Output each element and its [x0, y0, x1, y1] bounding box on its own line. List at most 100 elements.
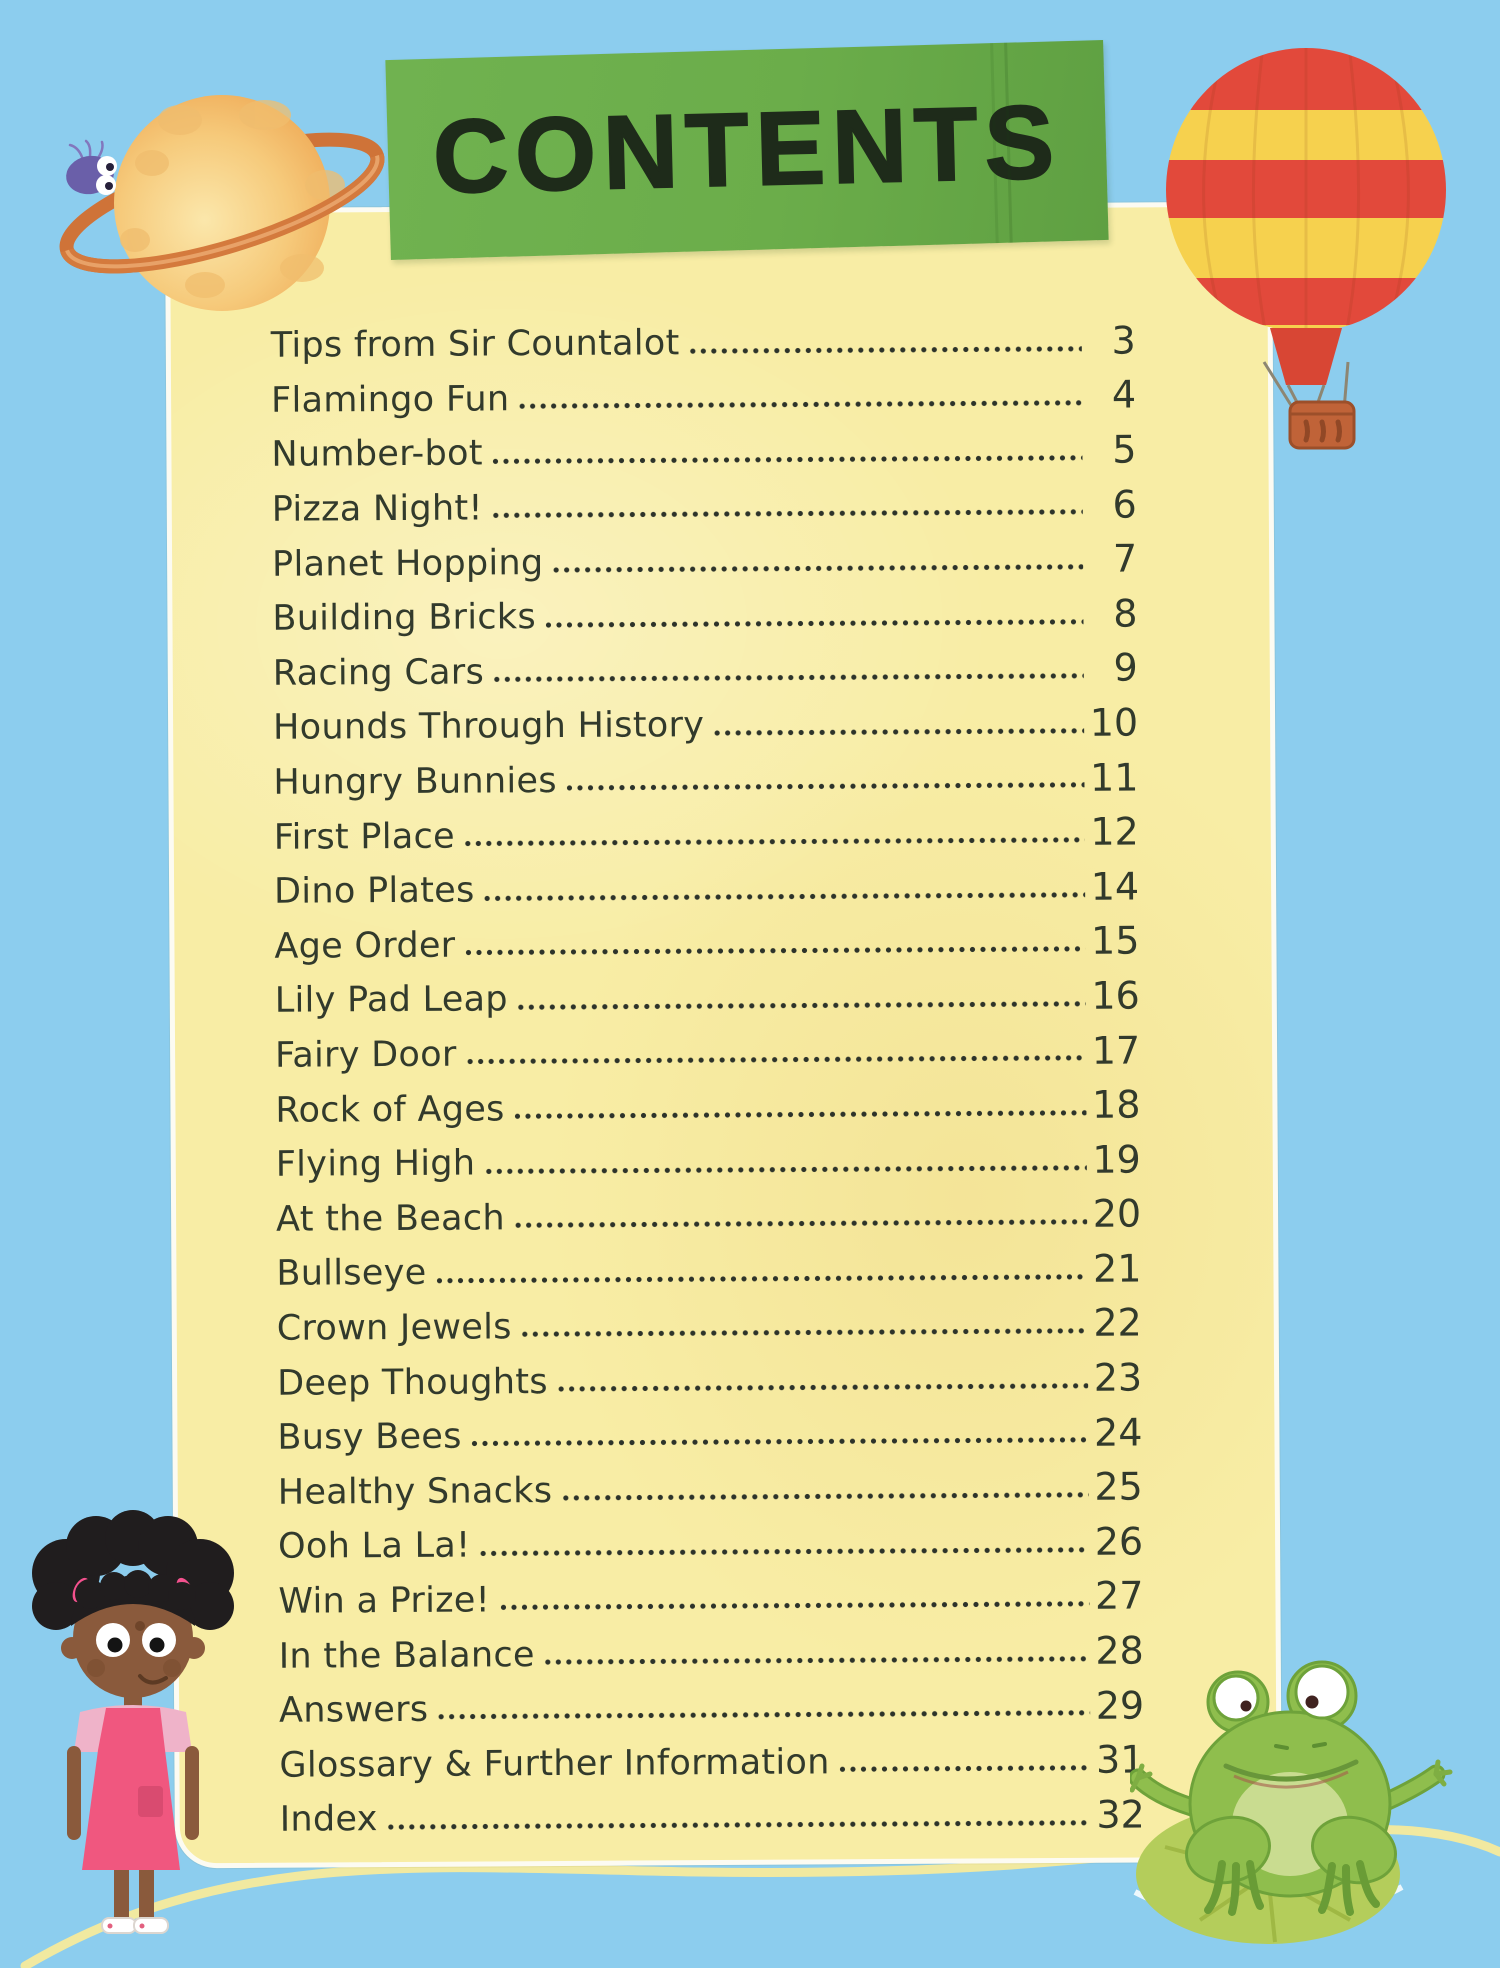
toc-row: Deep Thoughts 23 — [277, 1345, 1142, 1405]
toc-row: Win a Prize! 27 — [278, 1563, 1143, 1623]
toc-page-number: 23 — [1093, 1355, 1143, 1400]
toc-leader-dots — [544, 617, 1084, 629]
toc-page-number: 3 — [1111, 318, 1136, 363]
toc-row: Crown Jewels 22 — [277, 1290, 1142, 1350]
toc-leader-dots — [479, 1545, 1089, 1558]
toc-row: Hounds Through History 10 — [273, 690, 1138, 750]
toc-entry-label: Racing Cars — [272, 652, 485, 694]
toc-page-number: 9 — [1113, 645, 1138, 690]
toc-leader-dots — [386, 1818, 1091, 1831]
toc-row: Age Order 15 — [274, 908, 1139, 968]
toc-row: Flamingo Fun 4 — [271, 362, 1136, 422]
toc-entry-label: Fairy Door — [274, 1034, 457, 1076]
toc-leader-dots — [465, 1054, 1086, 1066]
toc-page-number: 22 — [1093, 1300, 1142, 1346]
toc-row: Dino Plates 14 — [274, 853, 1139, 913]
girl-shoes — [101, 1917, 169, 1934]
toc-row: Healthy Snacks 25 — [278, 1454, 1143, 1514]
toc-leader-dots — [483, 890, 1085, 902]
toc-row: Fairy Door 17 — [275, 1017, 1140, 1077]
toc-page-number: 21 — [1092, 1246, 1142, 1291]
toc-leader-dots — [464, 944, 1086, 957]
toc-page-number: 6 — [1112, 482, 1137, 527]
girl-dress — [82, 1708, 180, 1870]
toc-page-number: 12 — [1090, 809, 1139, 854]
planet-craters — [120, 100, 345, 298]
toc-row: Glossary & Further Information 31 — [279, 1727, 1144, 1787]
girl-character-illustration — [32, 1510, 234, 1934]
toc-leader-dots — [463, 835, 1085, 848]
toc-entry-label: Rock of Ages — [275, 1088, 505, 1131]
toc-row: In the Balance 28 — [279, 1618, 1144, 1678]
toc-entry-label: Bullseye — [276, 1253, 427, 1295]
toc-leader-dots — [552, 562, 1084, 575]
toc-leader-dots — [556, 1381, 1088, 1393]
toc-entry-label: Planet Hopping — [271, 542, 544, 585]
toc-page-number: 4 — [1111, 372, 1137, 418]
toc-row: Answers 29 — [279, 1672, 1144, 1732]
girl-arm-left — [67, 1746, 81, 1840]
toc-list: Tips from Sir Countalot 3 Flamingo Fun 4 Num… — [271, 307, 1145, 1841]
toc-entry-label: Win a Prize! — [278, 1580, 491, 1622]
toc-leader-dots — [491, 453, 1083, 466]
balloon-neck — [1270, 328, 1342, 385]
toc-entry-label: Age Order — [274, 925, 456, 967]
toc-row: Busy Bees 24 — [277, 1399, 1142, 1459]
toc-row: First Place 12 — [274, 799, 1139, 859]
toc-page-number: 25 — [1094, 1464, 1143, 1510]
toc-entry-label: Hungry Bunnies — [273, 761, 557, 803]
toc-page-number: 8 — [1113, 591, 1138, 636]
toc-row: At the Beach 20 — [276, 1181, 1141, 1241]
page-title: CONTENTS — [431, 83, 1064, 216]
toc-entry-label: Number-bot — [271, 433, 483, 476]
toc-row: Bullseye 21 — [276, 1236, 1141, 1296]
dress-pocket — [138, 1786, 163, 1817]
toc-entry-label: Hounds Through History — [272, 705, 705, 749]
toc-leader-dots — [543, 1654, 1090, 1666]
toc-row: Hungry Bunnies 11 — [273, 744, 1138, 804]
toc-row: Index 32 — [280, 1781, 1145, 1841]
toc-row: Planet Hopping 7 — [272, 526, 1137, 586]
toc-page-number: 15 — [1090, 918, 1140, 964]
toc-leader-dots — [437, 1709, 1090, 1722]
toc-leader-dots — [493, 671, 1084, 684]
toc-entry-label: At the Beach — [275, 1198, 506, 1240]
toc-entry-label: Pizza Night! — [271, 488, 483, 530]
toc-entry-label: Answers — [278, 1689, 429, 1731]
toc-leader-dots — [520, 1327, 1088, 1339]
toc-page-number: 19 — [1092, 1137, 1141, 1182]
toc-page-number: 26 — [1094, 1519, 1144, 1564]
toc-row: Rock of Ages 18 — [275, 1072, 1140, 1132]
contents-banner: CONTENTS — [385, 40, 1109, 260]
toc-page-number: 10 — [1089, 700, 1139, 745]
toc-page-number: 11 — [1089, 755, 1139, 800]
toc-page-number: 16 — [1091, 973, 1140, 1018]
toc-leader-dots — [838, 1763, 1091, 1774]
toc-leader-dots — [518, 398, 1083, 411]
toc-row: Flying High 19 — [276, 1126, 1141, 1186]
toc-leader-dots — [499, 1600, 1090, 1612]
toc-leader-dots — [713, 726, 1084, 737]
toc-row: Racing Cars 9 — [273, 635, 1138, 695]
toc-entry-label: Busy Bees — [277, 1416, 462, 1458]
toc-leader-dots — [565, 781, 1085, 793]
toc-entry-label: First Place — [273, 816, 456, 858]
frog-illustration — [1130, 1660, 1453, 1944]
balloon-basket — [1288, 400, 1356, 450]
toc-entry-label: Flamingo Fun — [270, 379, 510, 421]
girl-hair — [32, 1510, 234, 1630]
frog-mouth — [1223, 1759, 1359, 1782]
toc-row: Pizza Night! 6 — [272, 471, 1137, 531]
balloon-envelope — [1166, 48, 1446, 332]
toc-leader-dots — [513, 1108, 1087, 1121]
toc-leader-dots — [516, 999, 1086, 1011]
girl-eyes — [96, 1623, 176, 1657]
toc-page-number: 20 — [1092, 1191, 1142, 1237]
toc-entry-label: Glossary & Further Information — [279, 1742, 830, 1786]
toc-leader-dots — [561, 1490, 1089, 1503]
content-panel: Tips from Sir Countalot 3 Flamingo Fun 4 Num… — [164, 201, 1283, 1869]
toc-leader-dots — [470, 1436, 1089, 1449]
hot-air-balloon-illustration — [1166, 48, 1446, 450]
toc-page-number: 5 — [1112, 427, 1137, 472]
toc-page-number: 27 — [1094, 1573, 1144, 1619]
